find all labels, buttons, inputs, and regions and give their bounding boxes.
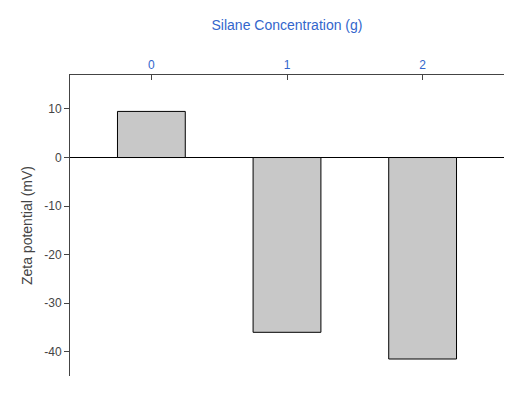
svg-text:0: 0: [55, 151, 62, 165]
svg-text:-20: -20: [44, 248, 62, 262]
svg-text:-40: -40: [44, 345, 62, 359]
svg-text:Silane Concentration (g): Silane Concentration (g): [212, 17, 363, 33]
svg-text:1: 1: [284, 58, 291, 72]
svg-text:10: 10: [48, 102, 62, 116]
svg-text:2: 2: [419, 58, 426, 72]
svg-text:Zeta potential (mV): Zeta potential (mV): [19, 166, 35, 285]
svg-text:-30: -30: [44, 296, 62, 310]
svg-text:0: 0: [148, 58, 155, 72]
svg-text:-10: -10: [44, 199, 62, 213]
